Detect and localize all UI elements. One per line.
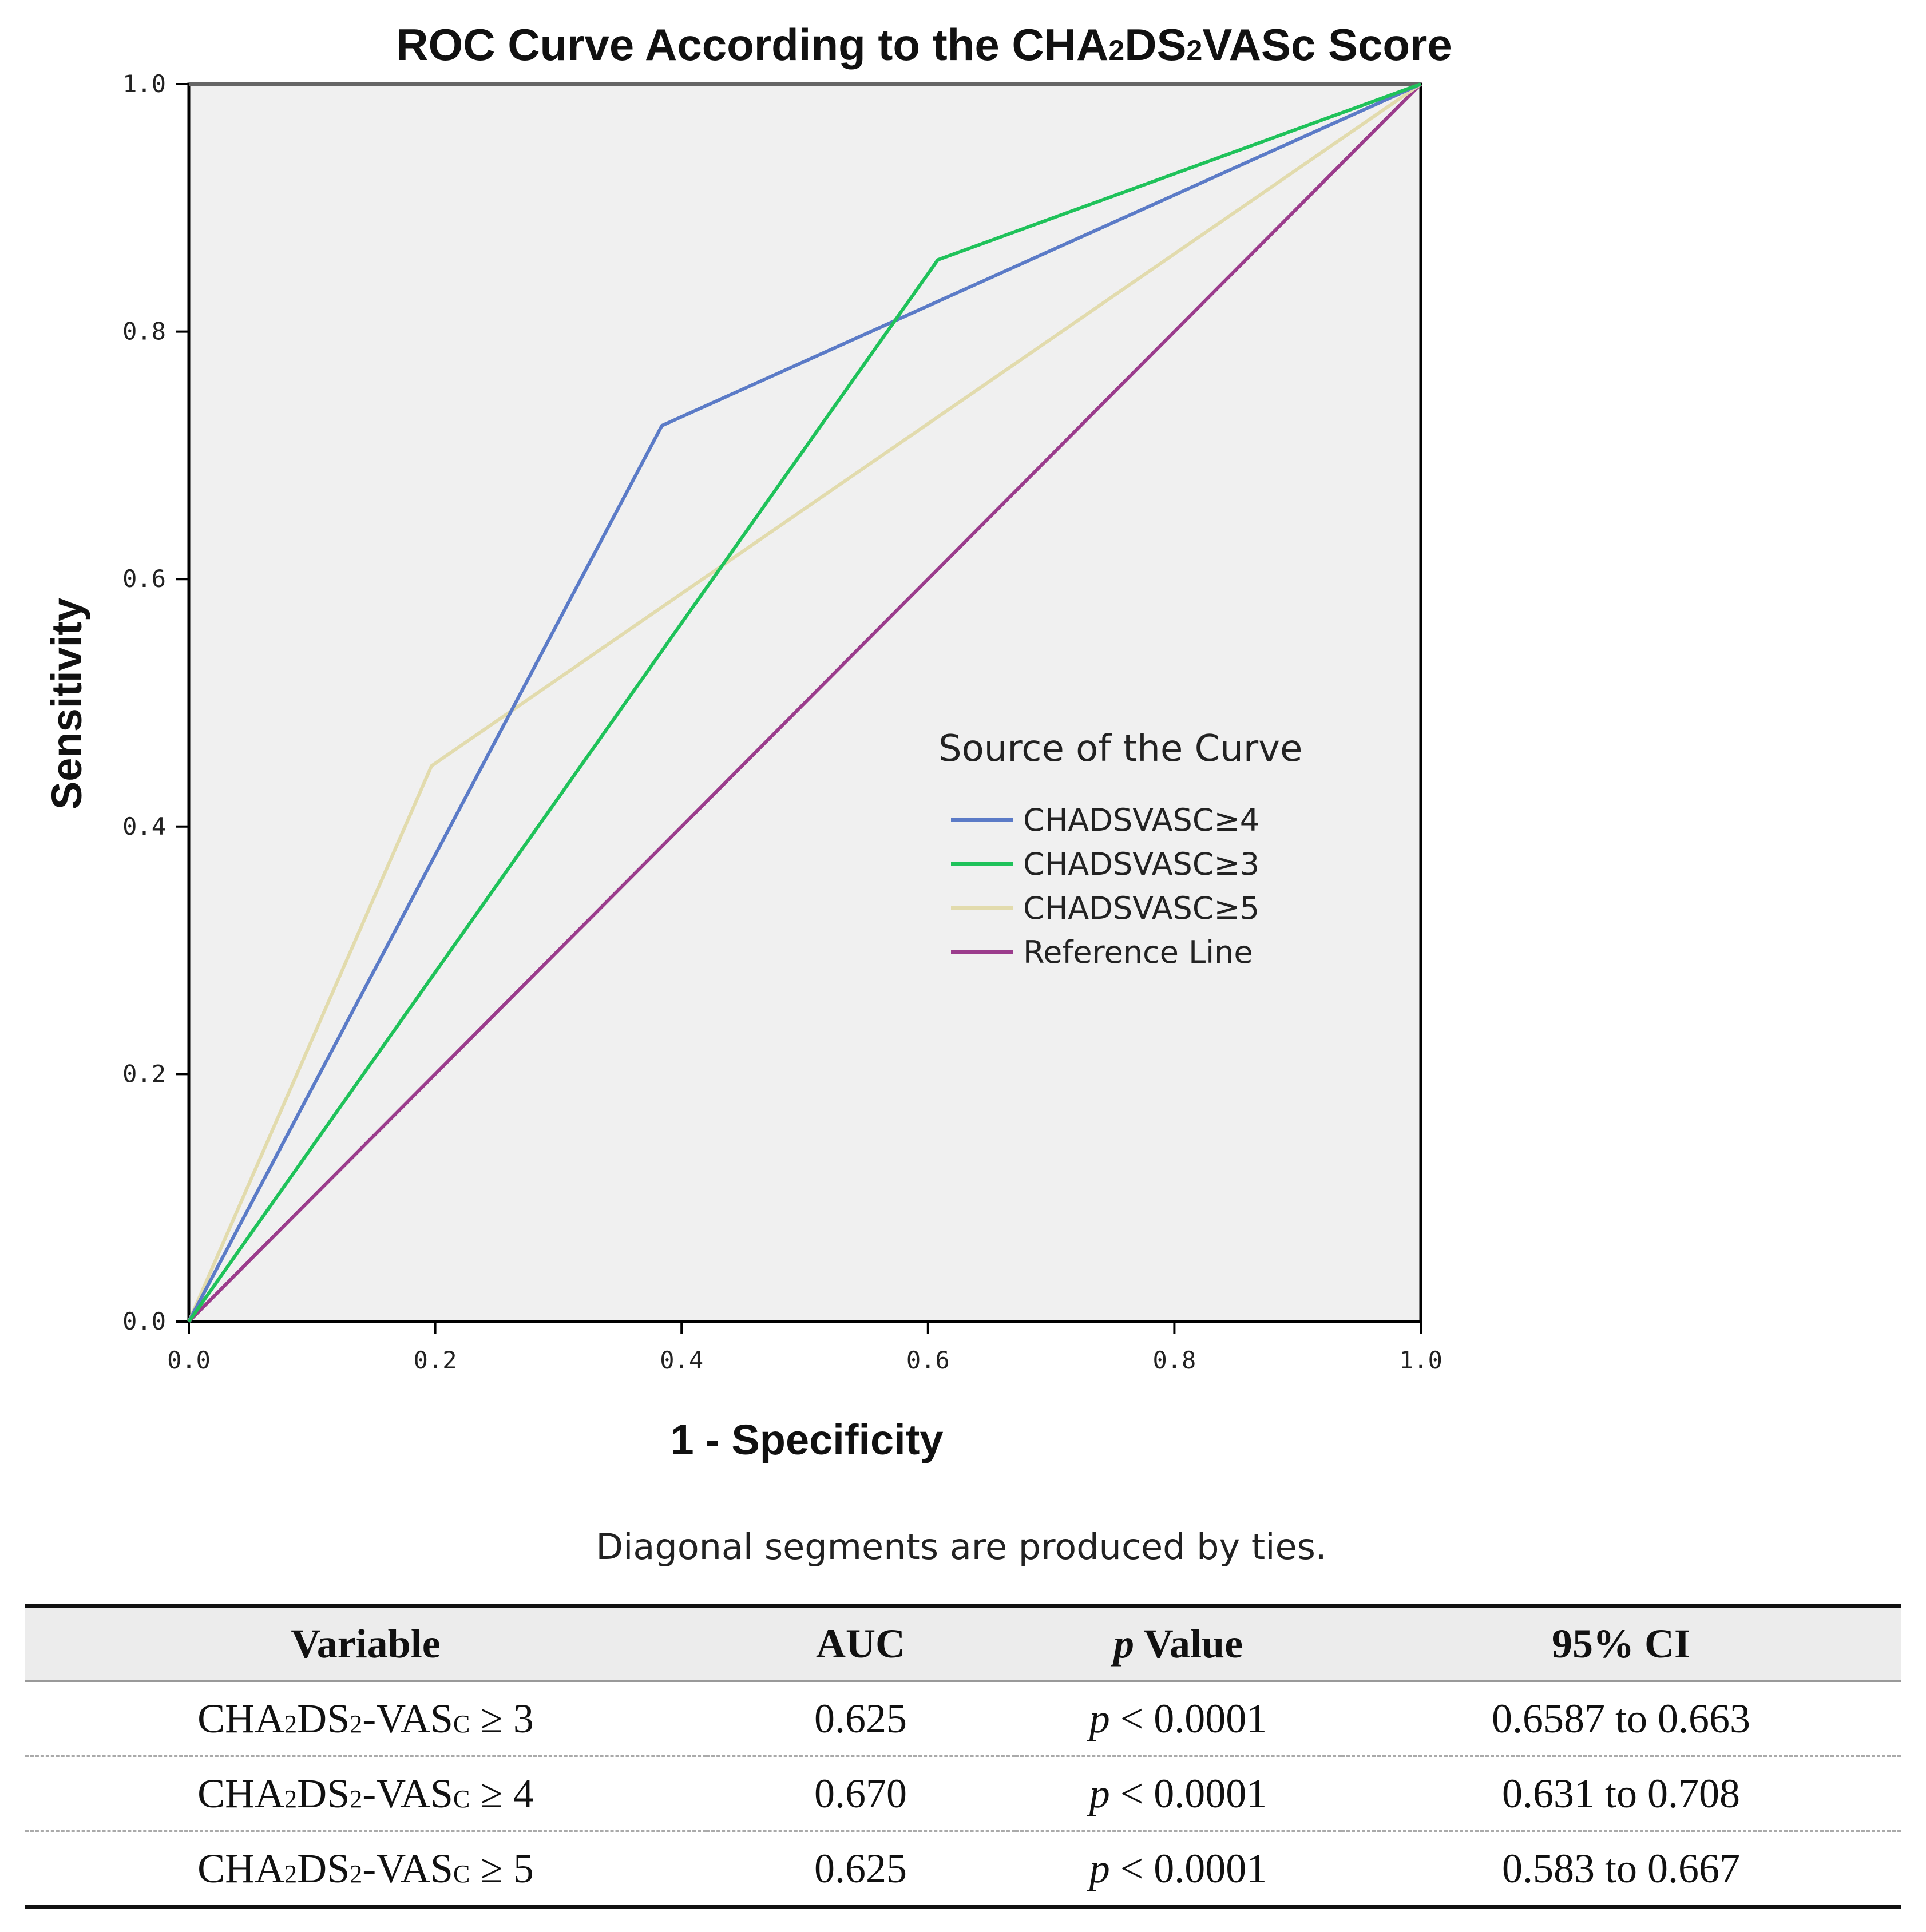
table-row: CHA2DS2-VASC ≥ 4 0.670 p < 0.0001 0.631 to … xyxy=(25,1756,1901,1832)
x-tick-label: 0.2 xyxy=(414,1346,457,1374)
header-ci: 95% CI xyxy=(1341,1604,1901,1682)
y-tick-label: 1.0 xyxy=(122,70,166,98)
x-axis-title: 1 - Specificity xyxy=(670,1416,943,1463)
x-tick-label: 1.0 xyxy=(1399,1346,1442,1374)
series-lines xyxy=(187,82,1422,1323)
cell-auc: 0.625 xyxy=(706,1831,1015,1909)
legend-title: Source of the Curve xyxy=(938,728,1302,770)
cell-variable: CHA2DS2-VASC ≥ 5 xyxy=(25,1831,706,1909)
table-row: CHA2DS2-VASC ≥ 5 0.625 p < 0.0001 0.583 to … xyxy=(25,1831,1901,1909)
chart-title: ROC Curve According to the CHA2DS2VASc S… xyxy=(396,19,1452,70)
x-tick-label: 0.6 xyxy=(906,1346,950,1374)
table-row: CHA2DS2-VASC ≥ 3 0.625 p < 0.0001 0.6587 to… xyxy=(25,1681,1901,1757)
header-p-value: p Value xyxy=(1015,1604,1341,1682)
y-tick-label: 0.2 xyxy=(122,1060,166,1088)
series-line-reference-line-3 xyxy=(187,82,1422,1323)
legend-label: CHADSVASC≥4 xyxy=(1023,802,1259,838)
cell-p-value: p < 0.0001 xyxy=(1015,1681,1341,1757)
y-axis-title: Sensitivity xyxy=(43,598,90,810)
table-header-row: Variable AUC p Value 95% CI xyxy=(25,1604,1901,1682)
series-line-chadsvasc-5-2 xyxy=(187,82,1422,1323)
legend: Source of the Curve CHADSVASC≥4 CHADSVASC… xyxy=(938,728,1302,970)
x-tick-label: 0.0 xyxy=(167,1346,211,1374)
cell-p-value: p < 0.0001 xyxy=(1015,1831,1341,1909)
legend-label: CHADSVASC≥5 xyxy=(1023,890,1259,926)
series-line-chadsvasc-3-1 xyxy=(187,82,1422,1323)
y-axis: 0.0 0.2 0.4 0.6 0.8 1.0 xyxy=(122,70,189,1335)
cell-p-value: p < 0.0001 xyxy=(1015,1756,1341,1832)
y-tick-label: 0.6 xyxy=(122,565,166,593)
legend-label: Reference Line xyxy=(1023,934,1253,970)
cell-auc: 0.670 xyxy=(706,1756,1015,1832)
x-tick-label: 0.4 xyxy=(660,1346,703,1374)
x-axis: 0.0 0.2 0.4 0.6 0.8 1.0 xyxy=(167,1322,1442,1374)
y-tick-label: 0.4 xyxy=(122,812,166,840)
cell-ci: 0.583 to 0.667 xyxy=(1341,1831,1901,1909)
cell-variable: CHA2DS2-VASC ≥ 3 xyxy=(25,1681,706,1757)
header-variable: Variable xyxy=(25,1604,706,1682)
x-tick-label: 0.8 xyxy=(1152,1346,1196,1374)
roc-chart: ROC Curve According to the CHA2DS2VASc S… xyxy=(43,19,1452,1568)
cell-ci: 0.6587 to 0.663 xyxy=(1341,1681,1901,1757)
cell-auc: 0.625 xyxy=(706,1681,1015,1757)
footnote: Diagonal segments are produced by ties. xyxy=(596,1526,1326,1568)
cell-ci: 0.631 to 0.708 xyxy=(1341,1756,1901,1832)
series-line-chadsvasc-4-0 xyxy=(187,82,1422,1323)
header-auc: AUC xyxy=(706,1604,1015,1682)
y-tick-label: 0.8 xyxy=(122,318,166,346)
cell-variable: CHA2DS2-VASC ≥ 4 xyxy=(25,1756,706,1832)
results-table: Variable AUC p Value 95% CI CHA2DS2-VASC… xyxy=(25,1604,1901,1909)
legend-label: CHADSVASC≥3 xyxy=(1023,846,1259,882)
y-tick-label: 0.0 xyxy=(122,1307,166,1335)
